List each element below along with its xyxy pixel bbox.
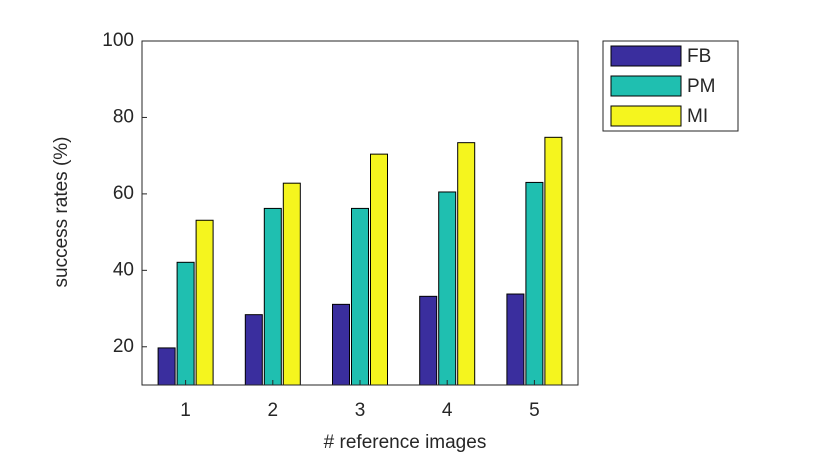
y-tick-label: 40 xyxy=(113,259,134,280)
bar xyxy=(351,207,369,386)
bar xyxy=(525,181,544,386)
bar xyxy=(419,295,438,386)
x-tick-label: 2 xyxy=(268,400,279,421)
legend-label: MI xyxy=(687,106,708,127)
bar xyxy=(370,153,388,386)
legend-label: PM xyxy=(687,76,716,97)
y-tick-label: 100 xyxy=(102,30,134,51)
bar xyxy=(457,142,476,386)
bar xyxy=(544,136,563,386)
bar xyxy=(195,219,214,386)
x-tick-label: 3 xyxy=(355,400,366,421)
y-tick-label: 60 xyxy=(113,183,134,204)
bar xyxy=(282,182,301,386)
x-axis-label: # reference images xyxy=(324,432,487,453)
legend-swatch xyxy=(610,105,682,127)
y-tick-label: 20 xyxy=(113,336,134,357)
bar xyxy=(157,347,176,386)
bar xyxy=(176,261,195,386)
x-tick-label: 4 xyxy=(442,400,453,421)
bar xyxy=(244,314,263,386)
x-tick-label: 1 xyxy=(180,400,191,421)
legend-swatch xyxy=(610,75,682,97)
y-tick-label: 80 xyxy=(113,106,134,127)
legend-swatch xyxy=(610,45,682,67)
bar xyxy=(332,303,350,386)
y-axis-label: success rates (%) xyxy=(51,137,72,288)
bar xyxy=(506,293,525,386)
legend-label: FB xyxy=(687,46,711,67)
bar xyxy=(263,207,282,386)
bar xyxy=(438,191,457,386)
x-tick-label: 5 xyxy=(529,400,540,421)
